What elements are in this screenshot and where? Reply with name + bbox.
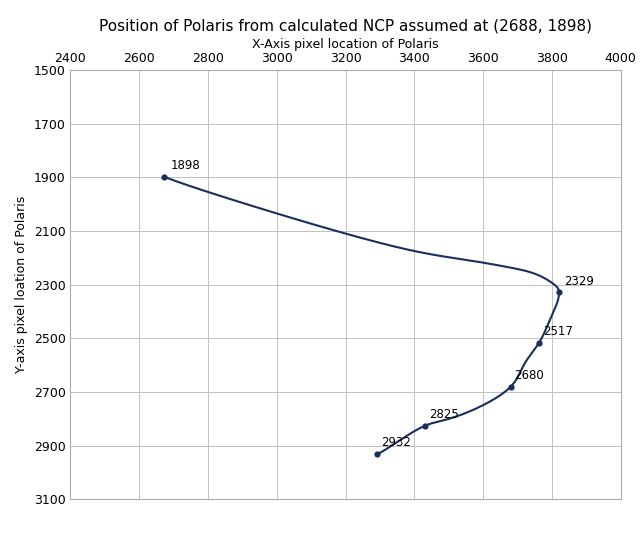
Text: 2825: 2825: [429, 408, 459, 421]
Text: 2680: 2680: [514, 369, 544, 382]
Text: 2932: 2932: [381, 437, 411, 449]
X-axis label: X-Axis pixel location of Polaris: X-Axis pixel location of Polaris: [252, 38, 439, 51]
Text: 2329: 2329: [564, 274, 594, 288]
Text: 1898: 1898: [170, 159, 200, 172]
Title: Position of Polaris from calculated NCP assumed at (2688, 1898): Position of Polaris from calculated NCP …: [99, 19, 592, 34]
Y-axis label: Y-axis pixel loation of Polaris: Y-axis pixel loation of Polaris: [15, 196, 28, 373]
Text: 2517: 2517: [543, 325, 573, 338]
